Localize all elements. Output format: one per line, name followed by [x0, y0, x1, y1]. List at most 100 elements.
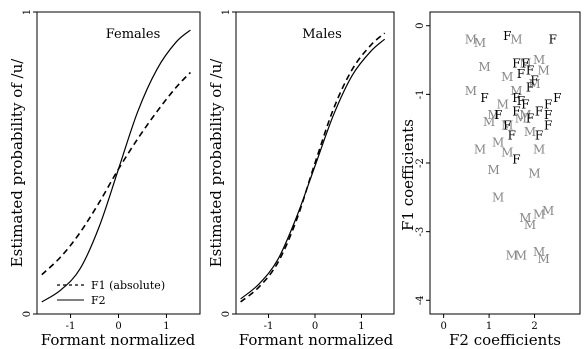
y-axis-label: Estimated probability of /u/	[207, 58, 225, 268]
scatter-point-f: F	[503, 118, 511, 132]
scatter-point-m: M	[524, 218, 536, 232]
scatter-point-m: M	[478, 60, 490, 74]
scatter-point-f: F	[544, 98, 552, 112]
legend: F1 (absolute) F2	[57, 279, 165, 307]
scatter-point-m: M	[506, 249, 518, 263]
series-line-f1-absolute	[41, 71, 191, 276]
scatter-point-m: M	[519, 211, 531, 225]
series-layer	[240, 32, 386, 303]
x-tick-label: 1	[358, 321, 364, 332]
scatter-point-m: M	[542, 204, 554, 218]
scatter-point-m: M	[465, 32, 477, 46]
scatter-point-m: M	[515, 111, 527, 125]
scatter-point-m: M	[510, 32, 522, 46]
x-tick-label: 2	[531, 321, 537, 332]
y-tick-label: 0	[22, 311, 33, 317]
scatter-point-m: M	[474, 142, 486, 156]
scatter-point-f: F	[521, 98, 529, 112]
y-tick-label: -4	[415, 295, 426, 305]
scatter-point-f: F	[535, 105, 543, 119]
scatter-point-m: M	[537, 63, 549, 77]
x-axis-label: Formant normalized	[41, 331, 196, 349]
scatter-point-m: M	[487, 163, 499, 177]
x-axis-label: F2 coefficients	[449, 331, 561, 349]
x-tick-label: -1	[66, 321, 76, 332]
scatter-point-f: F	[512, 153, 520, 167]
scatter-point-f: F	[494, 108, 502, 122]
scatter-point-m: M	[528, 166, 540, 180]
x-tick-label: 1	[486, 321, 492, 332]
y-tick-label: 1	[22, 9, 33, 15]
scatter-point-m: M	[497, 98, 509, 112]
scatter-point-f: F	[480, 91, 488, 105]
scatter-point-m: M	[465, 84, 477, 98]
y-tick-label: -2	[415, 158, 426, 168]
scatter-point-f: F	[535, 129, 543, 143]
x-tick-label: -1	[264, 321, 274, 332]
plot-frame	[429, 11, 581, 315]
scatter-point-m: M	[483, 115, 495, 129]
panel-males: Males Formant normalized Estimated proba…	[207, 9, 395, 349]
plot-frame	[36, 11, 201, 315]
tick-layer: -1 0 1 0 1	[221, 9, 365, 332]
y-tick-label: -3	[415, 227, 426, 237]
scatter-point-m: M	[519, 56, 531, 70]
scatter-point-m: M	[533, 245, 545, 259]
legend-label-f1: F1 (absolute)	[91, 279, 165, 292]
series-line-f2	[240, 38, 386, 300]
tick-layer: 0 1 2 -4 -3 -2 -1 0	[415, 23, 538, 332]
scatter-point-m: M	[533, 142, 545, 156]
scatter-point-f: F	[512, 91, 520, 105]
x-tick-label: 0	[440, 321, 446, 332]
x-tick-label: 0	[312, 321, 318, 332]
scatter-point-m: M	[501, 70, 513, 84]
scatter-point-f: F	[503, 29, 511, 43]
scatter-point-f: F	[553, 91, 561, 105]
scatter-point-m: M	[474, 36, 486, 50]
scatter-point-f: F	[526, 111, 534, 125]
scatter-point-f: F	[530, 74, 538, 88]
scatter-point-f: F	[526, 81, 534, 95]
y-axis-label: Estimated probability of /u/	[8, 58, 26, 268]
series-layer	[41, 29, 191, 303]
scatter-point-f: F	[512, 56, 520, 70]
scatter-point-f: F	[521, 56, 529, 70]
scatter-point-f: F	[517, 67, 525, 81]
x-tick-label: 1	[163, 321, 169, 332]
scatter-point-m: M	[510, 84, 522, 98]
series-line-f2	[41, 29, 191, 303]
scatter-point-m: M	[533, 53, 545, 67]
y-tick-label: -1	[415, 89, 426, 99]
x-tick-label: 0	[115, 321, 121, 332]
y-tick-label: 0	[221, 311, 232, 317]
scatter-point-m: M	[537, 252, 549, 266]
scatter-point-m: M	[524, 125, 536, 139]
scatter-point-m: M	[501, 146, 513, 160]
y-tick-label: 1	[221, 9, 232, 15]
scatter-point-f: F	[549, 32, 557, 46]
scatter-point-m: M	[487, 108, 499, 122]
panel-females: Females Formant normalized Estimated pro…	[8, 9, 201, 349]
scatter-point-m: M	[492, 190, 504, 204]
scatter-point-f: F	[512, 105, 520, 119]
scatter-point-f: F	[517, 94, 525, 108]
panel-title: Males	[302, 27, 342, 42]
scatter-point-m: M	[492, 135, 504, 149]
y-tick-label: 0	[415, 23, 426, 29]
scatter-point-f: F	[508, 129, 516, 143]
tick-layer: -1 0 1 0 1	[22, 9, 170, 332]
scatter-point-m: M	[501, 118, 513, 132]
scatter-point-m: M	[533, 207, 545, 221]
panel-title: Females	[106, 27, 161, 42]
scatter-point-f: F	[544, 108, 552, 122]
scatter-point-m: M	[528, 77, 540, 91]
x-axis-label: Formant normalized	[239, 331, 394, 349]
scatter-point-m: M	[515, 249, 527, 263]
y-axis-label: F1 coefficients	[399, 119, 417, 231]
legend-label-f2: F2	[91, 294, 106, 307]
series-line-f1-absolute	[240, 32, 386, 303]
scatter-point-f: F	[526, 63, 534, 77]
